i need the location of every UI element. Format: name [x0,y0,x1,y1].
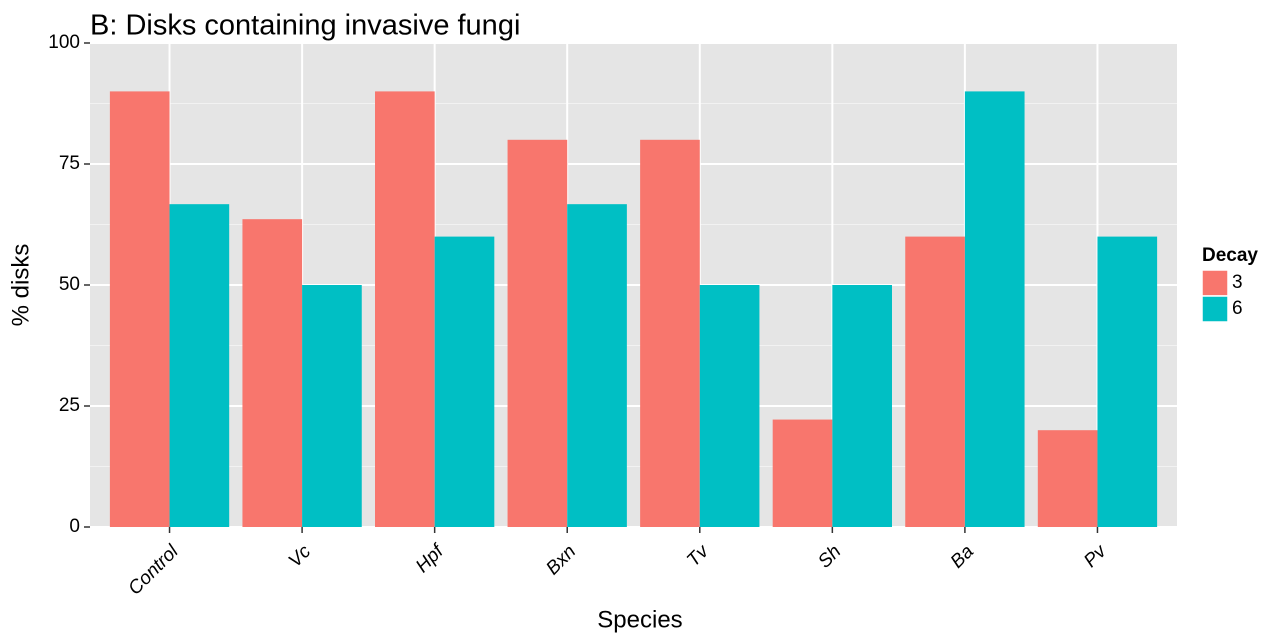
bar [507,139,568,528]
bar [772,419,833,527]
bar [375,91,435,528]
x-tick-label: Vc [285,541,316,572]
y-tick-label: 25 [59,395,80,416]
x-tick-label: Sh [814,541,845,572]
bar [567,204,627,527]
y-tick-label: 100 [48,32,80,53]
bar [964,91,1025,528]
x-tick-label: Ba [947,541,978,572]
x-tick-label: Pv [1080,540,1112,572]
legend-swatch [1201,269,1229,297]
y-tick-label: 50 [59,274,80,295]
bar [242,219,303,527]
x-tick-label: Control [124,541,183,600]
bar [905,236,965,527]
bar [109,91,170,528]
chart-title: B: Disks containing invasive fungi [90,10,520,42]
bar [1097,236,1158,527]
x-axis-label: Species [597,606,682,633]
bar [1037,430,1098,527]
y-tick-label: 0 [69,516,80,537]
y-tick-label: 75 [59,153,80,174]
x-tick-label: Bxn [542,541,580,579]
x-tick-label: Tv [683,540,714,571]
legend-label: 6 [1232,298,1243,319]
bar [832,285,892,527]
bar [169,204,230,527]
x-tick-label: Hpf [412,540,449,577]
legend-title: Decay [1202,245,1258,266]
legend-label: 3 [1232,272,1243,293]
bar [640,139,700,528]
legend-swatch [1201,295,1229,323]
y-axis-label: % disks [7,244,34,327]
bar [434,236,495,527]
bar [302,285,362,527]
bar [699,285,760,527]
